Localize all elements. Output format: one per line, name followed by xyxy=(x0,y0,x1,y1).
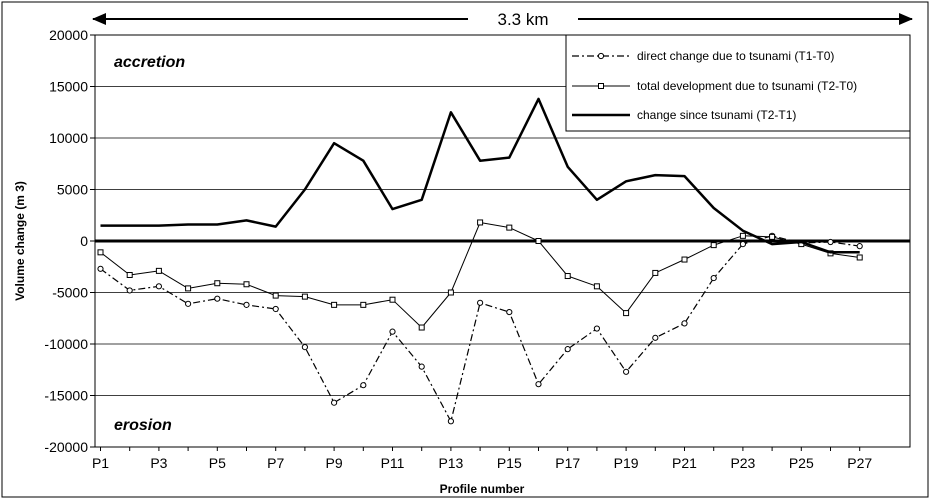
y-tick-label: -15000 xyxy=(44,388,88,404)
x-tick-label: P21 xyxy=(672,455,697,471)
series-line-1 xyxy=(100,235,860,422)
y-tick-label: 0 xyxy=(80,233,88,249)
x-axis-ticks: P1 P3 P5 P7 P9 P11 P13 P15 P17 P19 P21 P23 P25 P27 xyxy=(92,447,872,471)
data-point-series-2 xyxy=(506,224,513,231)
y-axis-ticks: -20000 -15000 -10000 -5000 0 5000 10000 15000 20… xyxy=(44,27,95,455)
data-point-series-1 xyxy=(535,381,542,388)
erosion-label: erosion xyxy=(114,417,172,434)
data-point-series-1 xyxy=(856,243,863,250)
y-axis-title: Volume change (m 3) xyxy=(13,181,27,301)
x-tick-label: P11 xyxy=(381,455,405,471)
data-point-series-2 xyxy=(564,273,571,280)
x-tick-label: P9 xyxy=(326,455,343,471)
data-point-series-2 xyxy=(126,271,133,278)
y-tick-label: 15000 xyxy=(49,79,88,95)
data-point-series-1 xyxy=(97,265,104,272)
accretion-label: accretion xyxy=(114,54,185,71)
legend-label-series-1: direct change due to tsunami (T1-T0) xyxy=(637,49,834,63)
data-point-series-1 xyxy=(389,328,396,335)
data-point-series-2 xyxy=(681,256,688,263)
x-tick-label: P15 xyxy=(497,455,522,471)
data-point-series-1 xyxy=(564,346,571,353)
y-tick-label: 10000 xyxy=(49,130,88,146)
y-tick-label: -5000 xyxy=(52,285,88,301)
data-point-series-1 xyxy=(506,308,513,316)
x-tick-label: P13 xyxy=(438,455,463,471)
distance-label: 3.3 km xyxy=(497,10,548,29)
data-point-series-1 xyxy=(827,238,834,246)
data-point-series-2 xyxy=(243,281,250,288)
data-point-series-1 xyxy=(214,295,221,302)
data-point-series-1 xyxy=(272,305,279,313)
data-point-series-2 xyxy=(856,254,863,261)
gridlines xyxy=(95,86,910,396)
data-point-series-1 xyxy=(155,283,162,290)
data-point-series-1 xyxy=(301,343,308,351)
x-tick-label: P7 xyxy=(267,455,284,471)
x-tick-label: P19 xyxy=(614,455,639,471)
data-point-series-2 xyxy=(331,301,338,308)
data-point-series-2 xyxy=(360,301,367,308)
data-point-series-2 xyxy=(97,249,104,256)
legend: direct change due to tsunami (T1-T0) tot… xyxy=(565,34,911,132)
data-point-series-1 xyxy=(593,325,601,332)
y-tick-label: -10000 xyxy=(44,336,88,352)
x-tick-label: P23 xyxy=(730,455,755,471)
data-point-series-1 xyxy=(126,287,133,294)
data-point-series-2 xyxy=(272,292,279,299)
data-point-series-1 xyxy=(418,363,425,370)
data-point-series-1 xyxy=(477,299,484,306)
data-point-series-2 xyxy=(623,310,630,317)
data-point-series-2 xyxy=(739,232,746,239)
data-point-series-2 xyxy=(710,242,717,249)
data-point-series-1 xyxy=(447,418,454,425)
legend-marker-series-1 xyxy=(597,52,605,60)
legend-marker-series-2 xyxy=(598,83,604,89)
x-tick-label: P17 xyxy=(555,455,580,471)
legend-label-series-2: total development due to tsunami (T2-T0) xyxy=(637,79,857,93)
x-tick-label: P27 xyxy=(847,455,872,471)
data-point-series-1 xyxy=(331,399,338,406)
data-point-series-2 xyxy=(593,283,600,290)
data-point-series-2 xyxy=(769,233,776,240)
data-point-series-1 xyxy=(710,274,717,282)
data-point-series-2 xyxy=(185,285,192,292)
x-tick-label: P5 xyxy=(209,455,226,471)
data-point-series-2 xyxy=(418,324,425,331)
y-tick-label: 5000 xyxy=(57,182,88,198)
y-tick-label: -20000 xyxy=(44,439,88,455)
legend-label-series-3: change since tsunami (T2-T1) xyxy=(637,108,796,122)
data-point-series-1 xyxy=(623,368,630,375)
x-tick-label: P1 xyxy=(92,455,109,471)
x-tick-label: P3 xyxy=(150,455,167,471)
series-group xyxy=(97,97,863,425)
data-point-series-2 xyxy=(535,238,542,244)
data-point-series-2 xyxy=(652,269,659,276)
data-point-series-1 xyxy=(681,320,688,327)
y-tick-label: 20000 xyxy=(49,27,88,43)
data-point-series-2 xyxy=(477,219,484,226)
data-point-series-2 xyxy=(301,293,308,300)
x-axis-title: Profile number xyxy=(440,482,525,496)
data-point-series-2 xyxy=(447,289,454,296)
data-point-series-1 xyxy=(652,334,659,341)
data-point-series-2 xyxy=(155,267,162,274)
data-point-series-1 xyxy=(739,240,747,248)
series-line-3 xyxy=(100,97,860,254)
data-point-series-2 xyxy=(214,280,221,287)
data-point-series-1 xyxy=(243,301,250,308)
x-tick-label: P25 xyxy=(789,455,814,471)
data-point-series-1 xyxy=(185,300,192,307)
data-point-series-2 xyxy=(389,296,396,303)
data-point-series-1 xyxy=(360,382,367,389)
